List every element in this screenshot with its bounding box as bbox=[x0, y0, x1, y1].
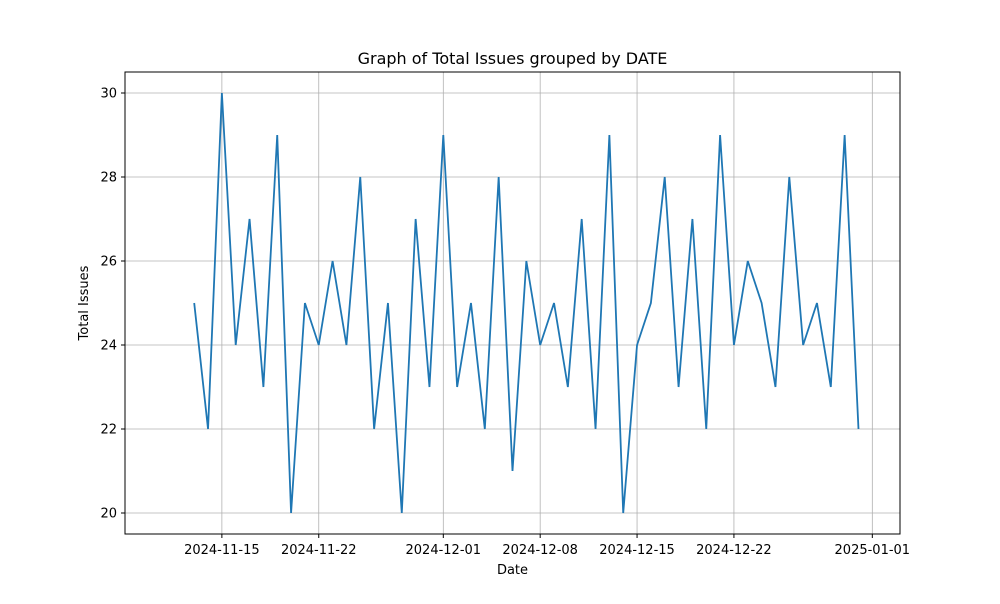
y-tick-label: 30 bbox=[100, 87, 117, 102]
x-tick-label: 2024-11-15 bbox=[184, 543, 260, 558]
y-tick-label: 20 bbox=[100, 507, 117, 522]
x-tick-label: 2024-12-08 bbox=[502, 543, 578, 558]
series-line bbox=[193, 92, 860, 514]
x-tick-label: 2024-12-22 bbox=[696, 543, 772, 558]
y-tick-label: 24 bbox=[100, 339, 117, 354]
y-tick-label: 22 bbox=[100, 423, 117, 438]
plot-frame bbox=[124, 71, 901, 535]
series-layer bbox=[193, 92, 860, 514]
grid-lines bbox=[125, 72, 900, 534]
y-tick-label: 28 bbox=[100, 171, 117, 186]
x-tick-label: 2025-01-01 bbox=[835, 543, 911, 558]
y-tick-label: 26 bbox=[100, 255, 117, 270]
tick-layer: 2024-11-15 2024-11-22 2024-12-01 2024-12-08… bbox=[100, 87, 910, 559]
x-tick-label: 2024-12-15 bbox=[599, 543, 675, 558]
chart-title: Graph of Total Issues grouped by DATE bbox=[358, 49, 668, 68]
x-tick-label: 2024-11-22 bbox=[281, 543, 357, 558]
y-axis-label: Total Issues bbox=[77, 265, 92, 341]
x-tick-label: 2024-12-01 bbox=[406, 543, 482, 558]
x-axis-label: Date bbox=[497, 563, 528, 578]
